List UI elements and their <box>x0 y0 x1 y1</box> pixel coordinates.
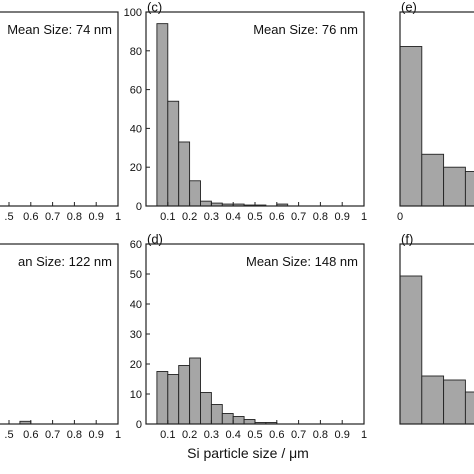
plot-frame <box>0 243 119 425</box>
histogram-bar <box>178 365 191 425</box>
x-tick-label: 0.3 <box>204 211 219 223</box>
x-tick-label: 0.9 <box>89 211 104 223</box>
panel-d: 0.1 0.2 0.3 0.4 0.5 0.6 0.7 0.8 0.9 1010203040506… <box>130 232 367 442</box>
y-tick-label: 40 <box>130 299 142 311</box>
x-tick-label: 0.8 <box>313 429 328 441</box>
histogram-bar <box>167 100 180 207</box>
x-tick-label: 0.7 <box>45 211 60 223</box>
x-tick-label: 1 <box>361 429 367 441</box>
y-tick-label: 0 <box>136 201 142 213</box>
histogram-bar <box>189 357 201 425</box>
x-tick-label: 0.7 <box>45 429 60 441</box>
panel-letter-label: (e) <box>401 0 417 15</box>
plot-frame <box>399 243 474 425</box>
mean-size-label: Mean Size: 76 nm <box>253 22 358 37</box>
plot-frame <box>0 11 119 207</box>
x-tick-label: 0.8 <box>67 211 82 223</box>
histogram-bar <box>232 416 245 425</box>
histogram-bar <box>443 379 466 425</box>
x-tick-label: 0.9 <box>89 429 104 441</box>
x-tick-label: 0.9 <box>335 429 350 441</box>
x-tick-label: 1 <box>115 211 121 223</box>
x-tick-label: 0.8 <box>67 429 82 441</box>
x-tick-label: 0 <box>397 211 403 223</box>
histogram-bar <box>200 392 212 425</box>
x-tick-label: 0.5 <box>247 429 262 441</box>
histogram-bar <box>421 153 445 207</box>
panel-e: 01(e) <box>397 0 474 223</box>
y-tick-label: 10 <box>130 389 142 401</box>
plot-frame <box>399 11 474 207</box>
y-tick-label: 20 <box>130 359 142 371</box>
y-tick-label: 100 <box>124 7 142 19</box>
x-tick-label: 0.7 <box>291 211 306 223</box>
x-tick-label: 0.7 <box>291 429 306 441</box>
x-tick-label: 0.6 <box>23 211 38 223</box>
histogram-bar <box>399 46 423 207</box>
panel-f: (f) <box>399 232 474 425</box>
histogram-bar <box>421 375 445 425</box>
histogram-bar <box>156 371 169 425</box>
mean-size-label: Mean Size: 74 nm <box>7 22 112 37</box>
histogram-bar <box>464 391 474 425</box>
y-tick-label: 20 <box>130 162 142 174</box>
x-tick-label: 0.2 <box>182 211 197 223</box>
y-tick-label: 30 <box>130 329 142 341</box>
x-tick-label: 0.4 <box>226 211 241 223</box>
x-tick-label: .5 <box>4 429 13 441</box>
panel-c: 0.1 0.2 0.3 0.4 0.5 0.6 0.7 0.8 0.9 1 0 20 40 60 80 100… <box>124 0 367 223</box>
histogram-bar <box>243 419 256 425</box>
x-tick-label: 0.5 <box>247 211 262 223</box>
x-tick-label: 0.4 <box>226 429 241 441</box>
x-tick-label: 0.6 <box>269 429 284 441</box>
x-tick-label: 0.6 <box>269 211 284 223</box>
histogram-bar <box>221 413 234 425</box>
x-tick-label: 0.2 <box>182 429 197 441</box>
x-tick-label: .5 <box>4 211 13 223</box>
histogram-bar <box>464 171 474 207</box>
x-tick-label: 0.3 <box>204 429 219 441</box>
histogram-bar <box>399 275 423 425</box>
histogram-bar <box>178 141 191 207</box>
panel-letter-label: (c) <box>147 0 162 15</box>
histogram-bar <box>200 200 212 207</box>
y-tick-label: 40 <box>130 123 142 135</box>
histogram-bar <box>156 23 169 207</box>
histogram-bar <box>189 180 201 207</box>
panel-b: .5 0.6 0.7 0.8 0.9 1 an Size: 122 nm <box>0 243 121 441</box>
mean-size-label: Mean Size: 148 nm <box>246 254 358 269</box>
y-tick-label: 50 <box>130 269 142 281</box>
y-tick-label: 60 <box>130 85 142 97</box>
panel-letter-label: (f) <box>401 232 413 247</box>
y-tick-label: 80 <box>130 46 142 58</box>
y-tick-label: 60 <box>130 239 142 251</box>
x-tick-label: 0.9 <box>335 211 350 223</box>
mean-size-label: an Size: 122 nm <box>18 254 112 269</box>
x-tick-label: 1 <box>361 211 367 223</box>
histogram-bar <box>167 374 180 425</box>
x-tick-label: 1 <box>115 429 121 441</box>
x-tick-label: 0.1 <box>160 211 175 223</box>
x-tick-label: 0.1 <box>160 429 175 441</box>
x-tick-label: 0.6 <box>23 429 38 441</box>
histogram-bar <box>210 404 223 425</box>
x-axis-title: Si particle size / μm <box>187 445 309 461</box>
panel-letter-label: (d) <box>147 232 163 247</box>
y-tick-label: 0 <box>136 419 142 431</box>
panel-a: .5 0.6 0.7 0.8 0.9 1 Mean Size: 74 nm <box>0 11 121 223</box>
histogram-bar <box>443 166 466 207</box>
x-tick-label: 0.8 <box>313 211 328 223</box>
